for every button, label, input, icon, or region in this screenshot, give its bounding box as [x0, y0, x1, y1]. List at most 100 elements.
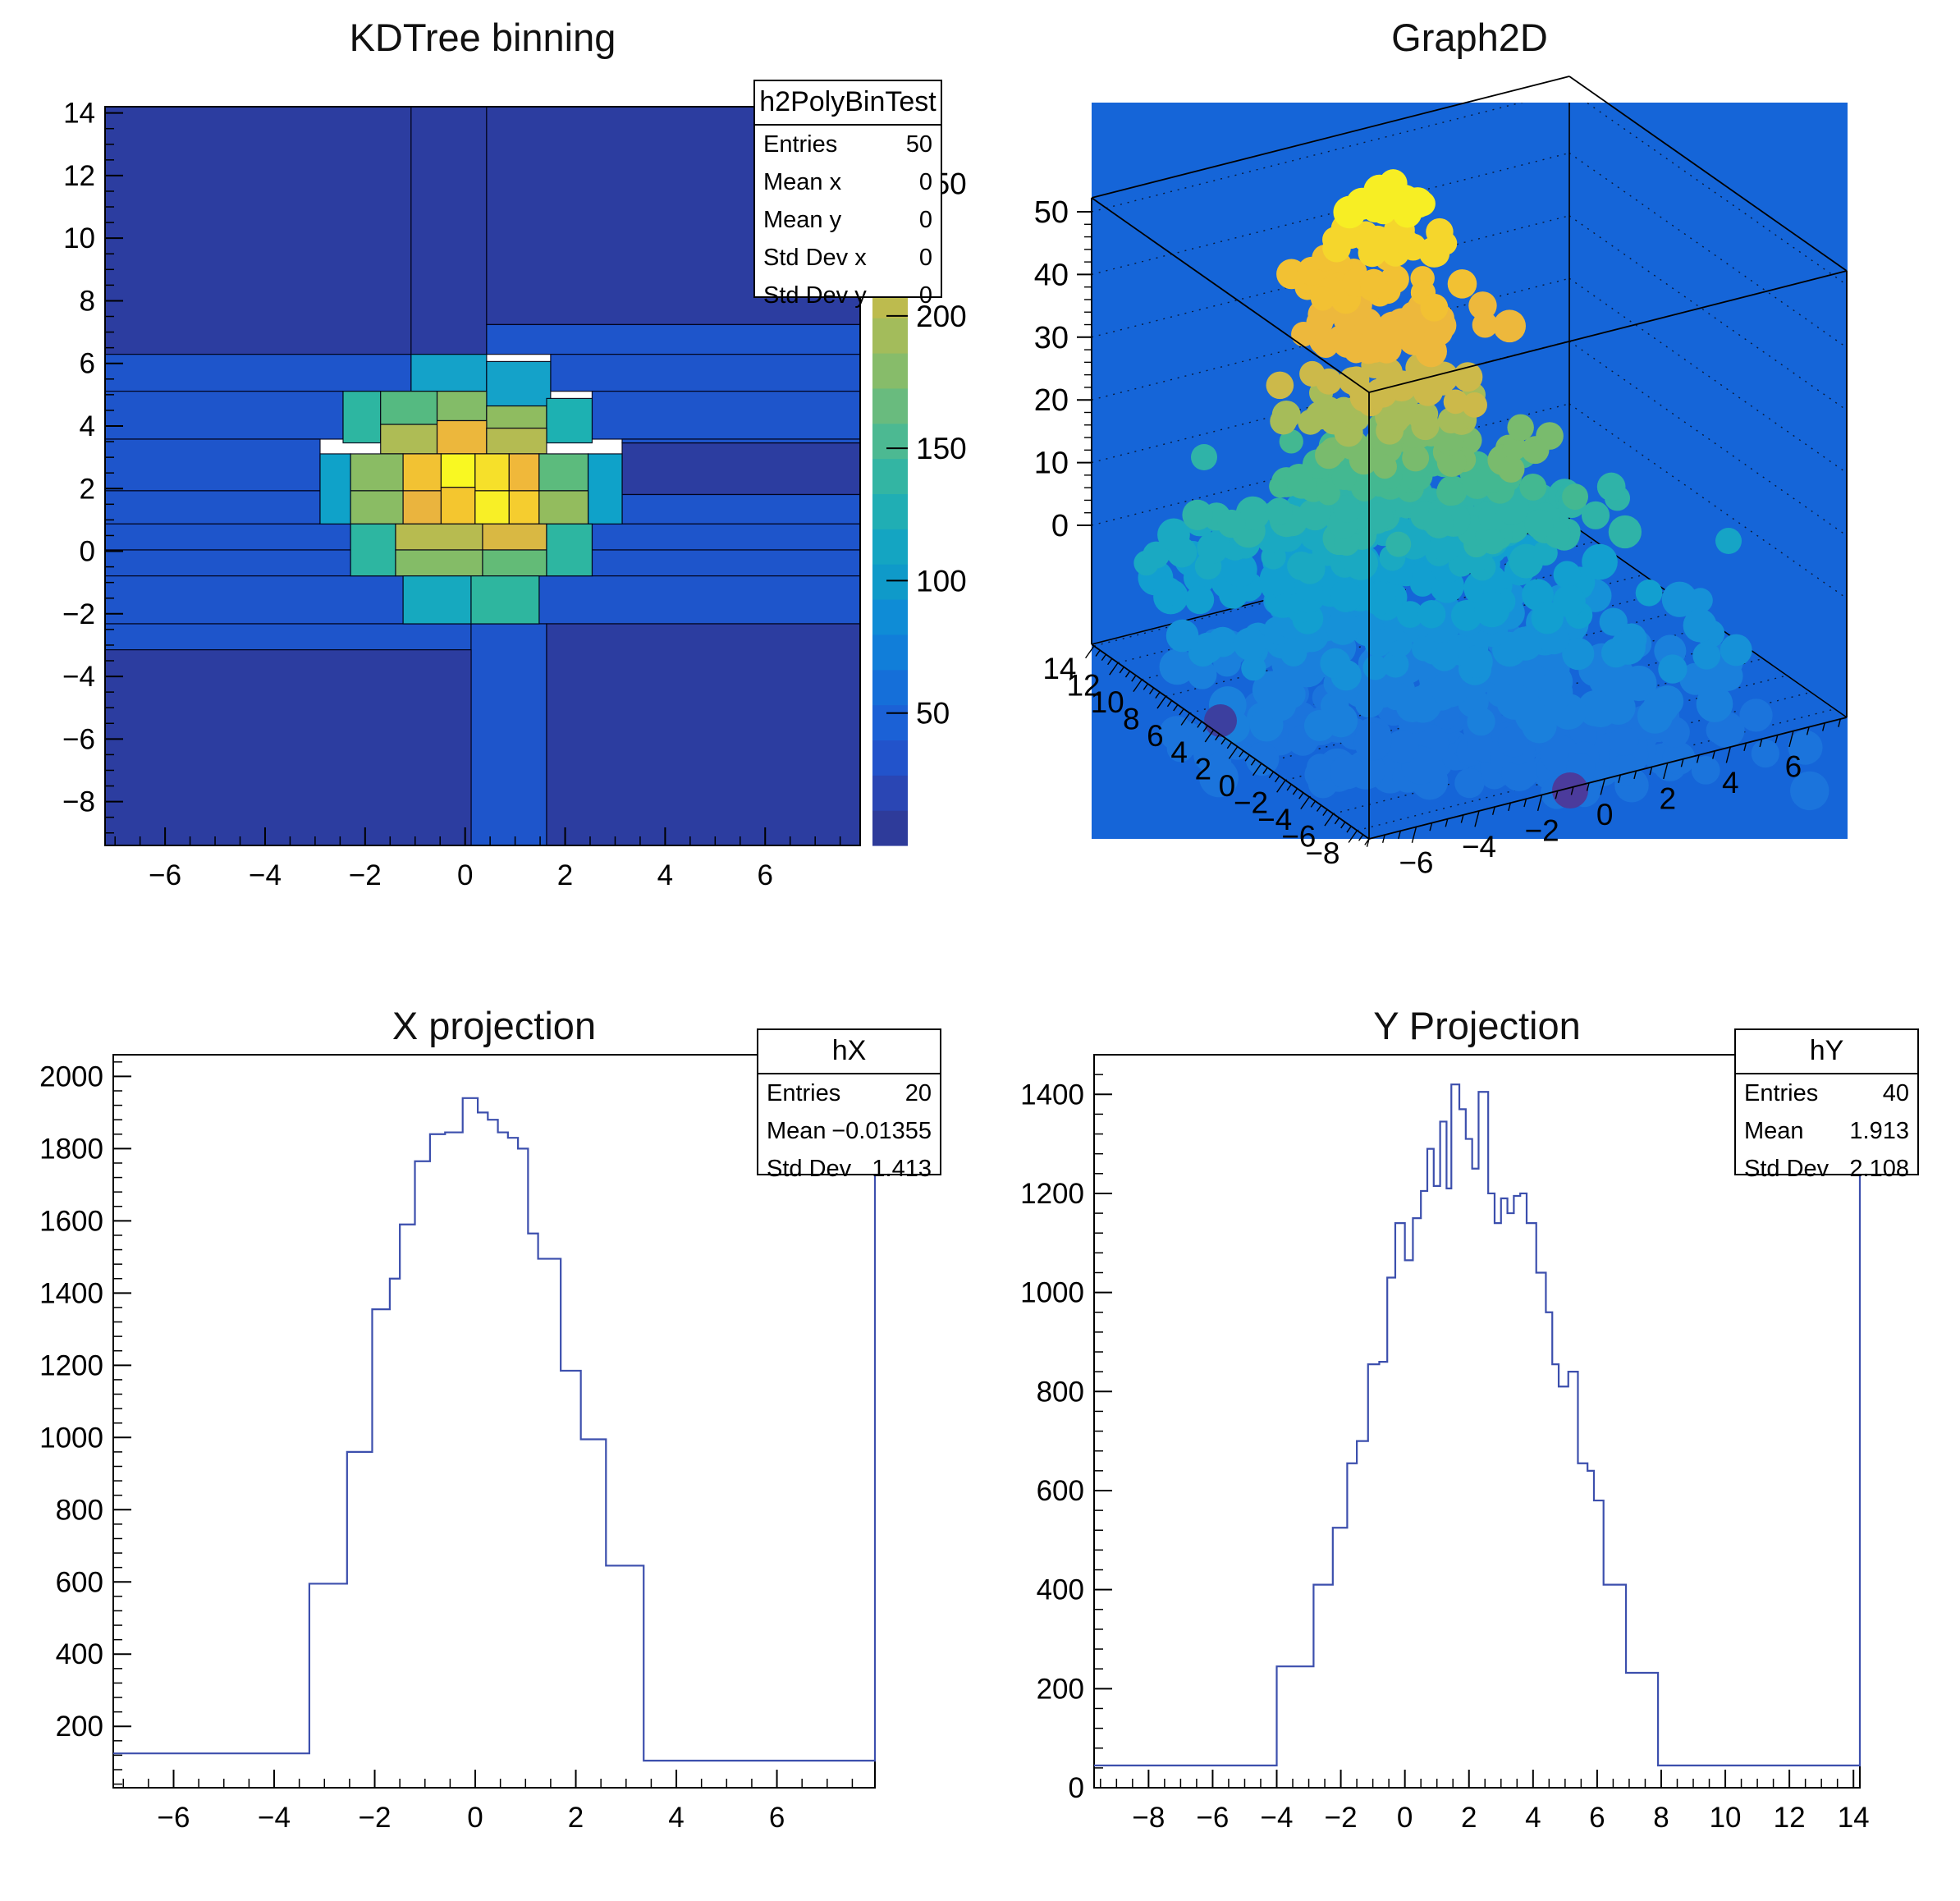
- svg-text:1400: 1400: [1020, 1079, 1084, 1111]
- palette-band: [872, 740, 908, 776]
- kdtree-bin: [410, 106, 488, 355]
- svg-text:1200: 1200: [1020, 1178, 1084, 1210]
- svg-text:14: 14: [1042, 652, 1076, 685]
- svg-text:1400: 1400: [39, 1277, 103, 1309]
- kdtree-title: KDTree binning: [349, 16, 616, 59]
- kdtree-bin: [508, 453, 540, 492]
- kdtree-bin: [482, 549, 547, 577]
- svg-text:−4: −4: [1261, 1802, 1294, 1834]
- svg-text:6: 6: [1785, 750, 1802, 784]
- svg-text:−4: −4: [1462, 830, 1496, 863]
- stats-box-hx[interactable]: hX Entries 20 Mean −0.01355 Std Dev 1.413: [757, 1028, 941, 1182]
- outlier-point: [1715, 528, 1742, 554]
- palette-band: [872, 634, 908, 671]
- svg-text:−2: −2: [62, 598, 95, 630]
- kdtree-bin: [350, 523, 396, 577]
- stats-row: Mean −0.01355: [767, 1118, 932, 1144]
- kdtree-bin: [395, 523, 483, 551]
- svg-text:2: 2: [1461, 1802, 1477, 1834]
- stats-box-hy[interactable]: hY Entries 40 Mean 1.913 Std Dev 2.108: [1734, 1028, 1919, 1182]
- kdtree-bin: [482, 523, 547, 551]
- stats-title: hX: [758, 1030, 940, 1074]
- svg-text:14: 14: [1838, 1802, 1870, 1834]
- svg-text:8: 8: [1123, 702, 1140, 735]
- svg-text:2: 2: [1194, 753, 1211, 786]
- svg-text:10: 10: [1034, 447, 1069, 481]
- svg-text:−4: −4: [249, 859, 282, 891]
- svg-text:−4: −4: [258, 1802, 291, 1834]
- kdtree-bin: [550, 354, 861, 392]
- svg-text:8: 8: [80, 285, 95, 317]
- kdtree-bin: [380, 391, 438, 425]
- svg-text:−2: −2: [1325, 1802, 1358, 1834]
- svg-text:1600: 1600: [39, 1205, 103, 1237]
- hy-plot: −8 −6 −4 −2 0 2 4 6 8 10 12 14 0 200 400 600 800 1000 1200…: [1020, 1054, 1870, 1834]
- svg-text:600: 600: [56, 1566, 103, 1598]
- svg-text:−6: −6: [62, 723, 95, 755]
- palette-band: [872, 669, 908, 706]
- kdtree-bin: [440, 487, 476, 524]
- kdtree-bin: [380, 424, 438, 455]
- svg-text:4: 4: [668, 1802, 684, 1834]
- stats-row: Entries 40: [1744, 1080, 1909, 1106]
- kdtree-bin: [104, 575, 404, 625]
- svg-text:600: 600: [1037, 1475, 1084, 1507]
- svg-text:−6: −6: [158, 1802, 190, 1834]
- kdtree-bin: [104, 391, 344, 440]
- kdtree-bin: [474, 453, 510, 492]
- svg-text:0: 0: [1051, 509, 1069, 543]
- kdtree-bin: [538, 575, 861, 625]
- stats-row: Mean 1.913: [1744, 1118, 1909, 1144]
- kdtree-bin: [104, 354, 412, 392]
- kdtree-bin: [591, 523, 861, 551]
- svg-text:800: 800: [1037, 1376, 1084, 1408]
- kdtree-bin: [486, 323, 861, 355]
- kdtree-bin: [546, 397, 593, 444]
- svg-text:−6: −6: [1281, 819, 1316, 853]
- svg-text:0: 0: [457, 859, 473, 891]
- kdtree-bin: [350, 453, 404, 492]
- kdtree-bin: [621, 438, 861, 444]
- svg-text:−4: −4: [62, 661, 95, 693]
- svg-text:−6: −6: [1399, 845, 1433, 879]
- outlier-point: [1552, 772, 1588, 808]
- svg-text:1800: 1800: [39, 1133, 103, 1165]
- stats-row: Entries 50: [763, 131, 932, 158]
- svg-text:0: 0: [1069, 1772, 1084, 1804]
- hx-step-line: [113, 1097, 877, 1762]
- palette-band: [872, 564, 908, 600]
- svg-text:10: 10: [1710, 1802, 1742, 1834]
- svg-text:50: 50: [1034, 195, 1069, 230]
- svg-text:400: 400: [1037, 1574, 1084, 1606]
- kdtree-bin: [621, 442, 861, 496]
- svg-text:50: 50: [916, 697, 950, 731]
- kdtree-bin: [402, 453, 442, 492]
- svg-text:12: 12: [63, 160, 95, 192]
- svg-text:4: 4: [80, 410, 95, 442]
- stats-title: hY: [1736, 1030, 1917, 1074]
- kdtree-bin: [319, 453, 351, 524]
- kdtree-bin: [436, 391, 488, 422]
- svg-text:20: 20: [1034, 383, 1069, 418]
- kdtree-bin: [104, 523, 351, 551]
- svg-text:2: 2: [568, 1802, 584, 1834]
- stats-row: Std Dev 1.413: [767, 1156, 932, 1182]
- svg-text:0: 0: [80, 536, 95, 568]
- svg-text:150: 150: [916, 432, 967, 465]
- svg-text:−6: −6: [1196, 1802, 1229, 1834]
- svg-text:200: 200: [916, 300, 967, 333]
- kdtree-bin: [486, 360, 552, 407]
- svg-text:14: 14: [63, 98, 95, 130]
- kdtree-bin: [440, 453, 476, 488]
- outlier-point: [1191, 444, 1217, 470]
- kdtree-bin: [621, 493, 861, 524]
- kdtree-bin: [470, 575, 540, 625]
- kdtree-bin: [342, 391, 382, 444]
- palette-band: [872, 704, 908, 741]
